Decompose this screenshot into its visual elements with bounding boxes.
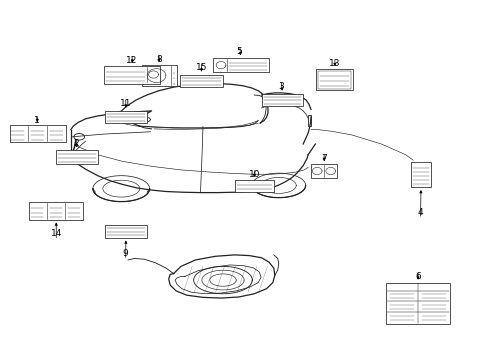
Bar <box>410 162 430 187</box>
Text: 10: 10 <box>248 170 260 179</box>
Bar <box>10 125 66 142</box>
Text: 5: 5 <box>236 46 242 55</box>
Text: 12: 12 <box>126 55 138 65</box>
Text: 4: 4 <box>417 208 423 217</box>
Text: 11: 11 <box>120 99 131 108</box>
Bar <box>261 94 303 106</box>
Text: 15: 15 <box>195 63 207 72</box>
Text: 2: 2 <box>73 139 79 148</box>
Text: 7: 7 <box>321 154 326 163</box>
Bar <box>318 71 350 89</box>
Bar <box>310 164 337 178</box>
Text: 13: 13 <box>328 59 340 68</box>
Bar <box>180 75 223 87</box>
Bar <box>234 180 273 192</box>
Text: 8: 8 <box>156 55 162 64</box>
Bar <box>104 66 160 84</box>
Text: 6: 6 <box>414 272 420 281</box>
Bar <box>212 58 268 72</box>
Text: 1: 1 <box>34 116 40 125</box>
Bar <box>307 115 311 126</box>
Bar <box>316 69 352 90</box>
Bar <box>105 225 146 238</box>
Bar <box>105 111 146 123</box>
Bar <box>142 65 177 86</box>
Bar <box>56 150 98 164</box>
Text: 3: 3 <box>278 82 284 91</box>
Text: 14: 14 <box>50 230 62 239</box>
Bar <box>386 283 449 324</box>
Bar <box>29 202 83 220</box>
Text: 9: 9 <box>122 249 128 258</box>
